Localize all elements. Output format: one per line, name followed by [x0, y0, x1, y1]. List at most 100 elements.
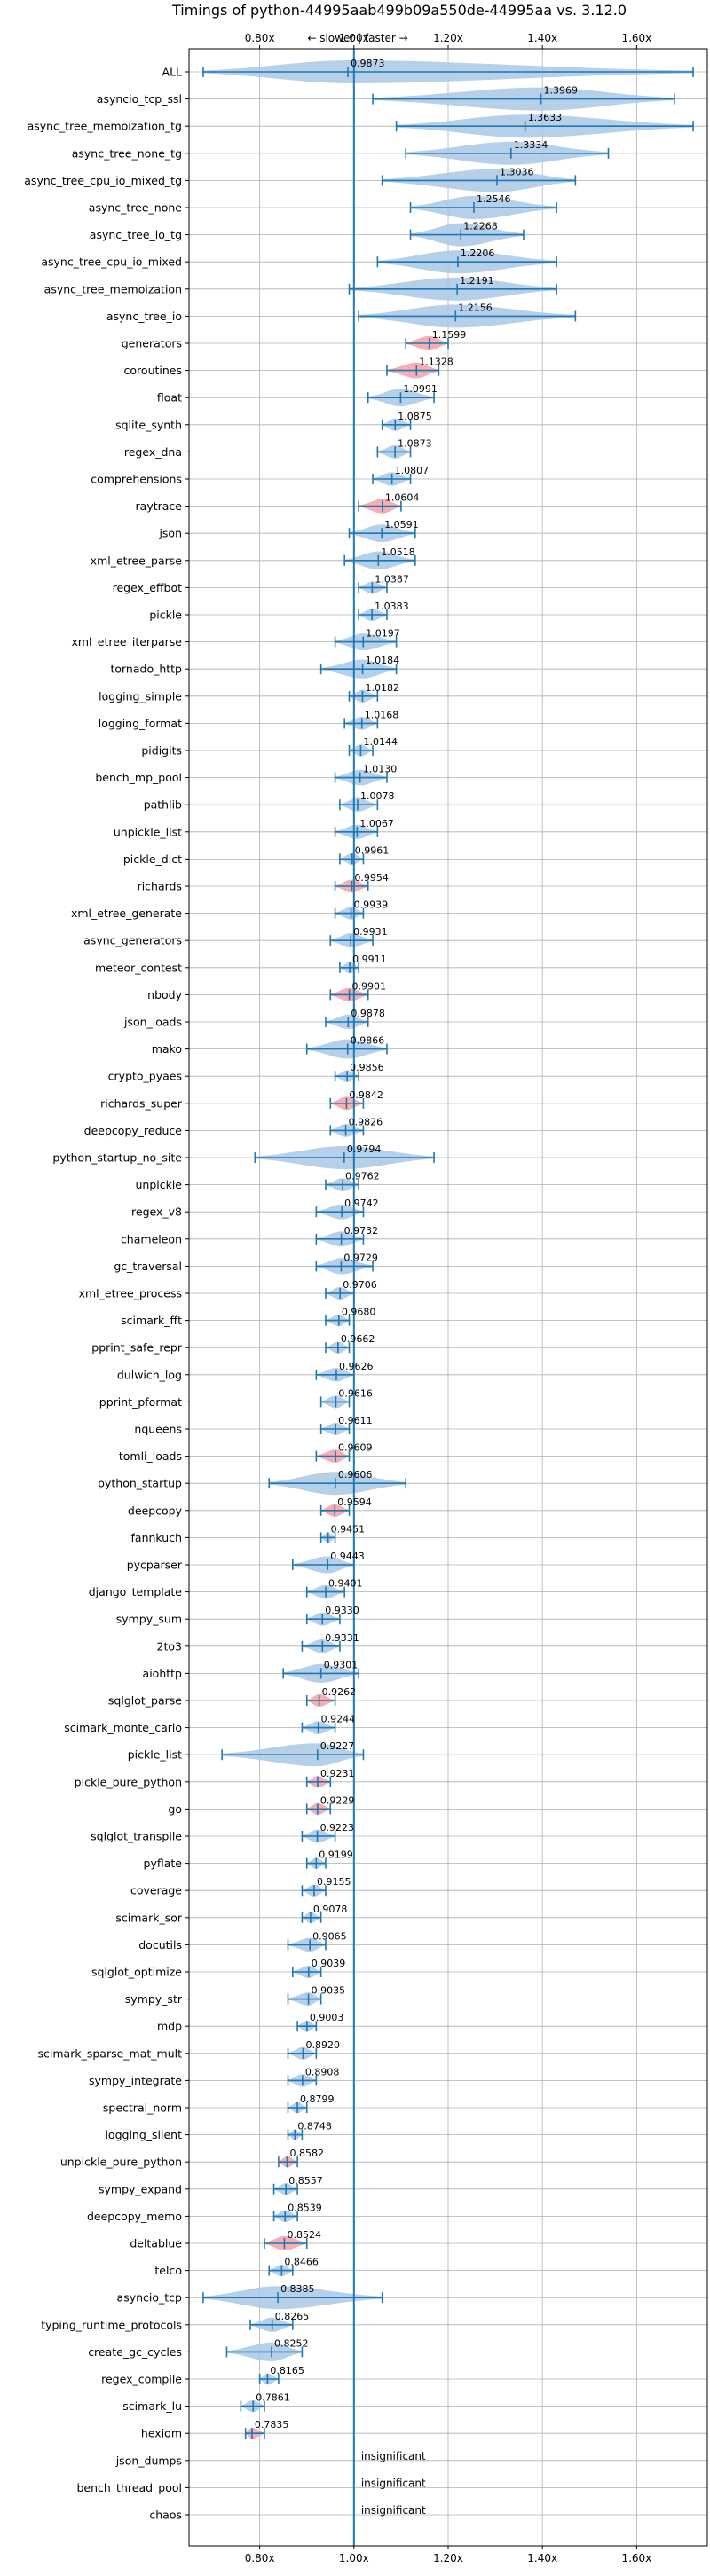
value-label: 1.0130 — [363, 764, 398, 775]
x-tick-label-top: 1.60x — [621, 32, 651, 44]
value-label: 1.1328 — [419, 357, 454, 368]
benchmark-name: sympy_str — [125, 1992, 183, 2006]
value-label: 0.8524 — [287, 2229, 321, 2241]
benchmark-name: async_tree_cpu_io_mixed — [41, 255, 182, 269]
value-label: 0.9262 — [322, 1686, 357, 1698]
x-tick-label-bottom: 1.60x — [621, 2552, 651, 2564]
value-label: 0.9451 — [331, 1523, 366, 1535]
benchmark-name: json_dumps — [115, 2454, 182, 2467]
benchmark-name: spectral_norm — [103, 2101, 182, 2115]
benchmark-name: async_tree_none_tg — [72, 146, 182, 160]
benchmark-name: go — [168, 1802, 182, 1816]
value-label: 0.9762 — [345, 1171, 380, 1182]
value-label: 0.8920 — [305, 2039, 340, 2051]
value-label: 0.9223 — [320, 1822, 355, 1834]
benchmark-name: unpickle — [135, 1178, 182, 1191]
benchmark-name: meteor_contest — [95, 961, 182, 974]
benchmark-name: python_startup — [98, 1477, 182, 1490]
benchmark-name: crypto_pyaes — [108, 1070, 182, 1083]
benchmark-name: deepcopy_reduce — [84, 1124, 183, 1137]
benchmark-name: sqlglot_parse — [108, 1694, 182, 1708]
benchmark-name: coverage — [130, 1884, 182, 1897]
value-label: 0.9732 — [344, 1225, 379, 1237]
value-label: 0.8165 — [270, 2365, 304, 2376]
value-label: 1.0518 — [381, 546, 415, 558]
benchmark-name: xml_etree_process — [79, 1287, 182, 1300]
value-label: 0.9826 — [349, 1116, 383, 1127]
benchmark-name: async_tree_io — [106, 310, 182, 323]
insignificant-label: insignificant — [361, 2504, 426, 2517]
value-label: 0.9706 — [343, 1279, 377, 1291]
value-label: 0.9401 — [328, 1578, 363, 1590]
value-label: 0.9911 — [352, 954, 387, 965]
value-label: 0.9330 — [325, 1605, 359, 1616]
value-label: 0.9199 — [319, 1850, 353, 1861]
value-label: 1.1599 — [432, 329, 467, 341]
benchmark-name: async_tree_io_tg — [90, 228, 182, 241]
benchmark-name: regex_v8 — [131, 1206, 182, 1219]
value-label: 1.0387 — [375, 573, 409, 585]
value-label: 0.8265 — [275, 2311, 310, 2322]
value-label: 0.9616 — [338, 1387, 373, 1399]
benchmark-name: scimark_lu — [122, 2399, 182, 2413]
x-tick-label-top: 1.00x — [339, 32, 369, 44]
benchmark-name: dulwich_log — [117, 1368, 182, 1381]
value-label: 1.0168 — [365, 709, 399, 720]
benchmark-name: pycparser — [127, 1559, 183, 1572]
benchmark-name: pidigits — [141, 744, 182, 758]
value-label: 1.0067 — [359, 818, 394, 829]
value-label: 0.9856 — [350, 1062, 384, 1073]
value-label: 1.2268 — [463, 221, 498, 232]
x-tick-label-bottom: 0.80x — [245, 2552, 275, 2564]
value-label: 1.0184 — [366, 655, 400, 666]
value-label: 0.9961 — [355, 844, 390, 856]
benchmark-name: json_loads — [123, 1016, 182, 1029]
benchmark-name: pprint_pformat — [99, 1395, 182, 1409]
value-label: 0.8799 — [300, 2093, 335, 2105]
benchmark-name: scimark_sor — [115, 1911, 182, 1924]
benchmark-name: telco — [154, 2264, 182, 2277]
benchmark-name: mako — [152, 1042, 182, 1056]
benchmark-name: deepcopy_memo — [87, 2210, 182, 2223]
value-label: 1.0807 — [395, 465, 430, 476]
value-label: 1.3633 — [528, 112, 563, 123]
value-label: 1.0197 — [366, 628, 400, 640]
benchmark-name: coroutines — [124, 364, 182, 377]
value-label: 0.9443 — [330, 1551, 365, 1562]
benchmark-name: logging_silent — [105, 2128, 182, 2141]
benchmark-name: pickle_dict — [123, 852, 182, 866]
value-label: 0.8582 — [290, 2148, 325, 2159]
benchmark-name: async_generators — [83, 934, 182, 947]
benchmark-name: async_tree_memoization — [44, 282, 182, 295]
value-label: 0.9901 — [352, 980, 387, 992]
value-label: 1.0182 — [365, 682, 399, 694]
value-label: 0.9794 — [347, 1143, 382, 1155]
value-label: 0.9231 — [320, 1768, 355, 1779]
benchmark-name: fannkuch — [131, 1531, 182, 1544]
value-label: 0.9155 — [317, 1876, 351, 1888]
benchmark-name: bench_mp_pool — [95, 771, 182, 784]
benchmark-labels: ALL asyncio_tcp_ssl async_tree_memoization… — [24, 66, 189, 2522]
value-label: 0.9609 — [338, 1442, 373, 1454]
benchmark-name: bench_thread_pool — [76, 2481, 182, 2494]
benchmark-name: mdp — [157, 2020, 182, 2033]
value-label: 0.9873 — [351, 58, 385, 69]
value-label: 0.9078 — [313, 1904, 348, 1915]
benchmark-name: unpickle_pure_python — [60, 2156, 182, 2169]
benchmark-name: typing_runtime_protocols — [41, 2318, 182, 2331]
benchmark-name: django_template — [89, 1585, 183, 1598]
value-label: 0.8748 — [297, 2121, 332, 2132]
value-label: 0.9003 — [310, 2012, 344, 2023]
value-label: 1.3036 — [500, 166, 534, 177]
benchmark-name: pickle_pure_python — [75, 1775, 182, 1788]
value-label: 1.2546 — [477, 193, 511, 205]
benchmark-name: sympy_integrate — [89, 2074, 182, 2087]
benchmark-name: async_tree_cpu_io_mixed_tg — [24, 174, 182, 187]
benchmark-name: sympy_sum — [116, 1613, 182, 1626]
value-label: 0.9954 — [354, 872, 389, 884]
value-label: 0.9742 — [344, 1198, 379, 1209]
value-label: 1.0873 — [398, 437, 432, 449]
value-label: 0.9842 — [349, 1089, 383, 1101]
x-tick-label-top: 1.20x — [433, 32, 463, 44]
benchmark-name: xml_etree_generate — [71, 907, 182, 920]
